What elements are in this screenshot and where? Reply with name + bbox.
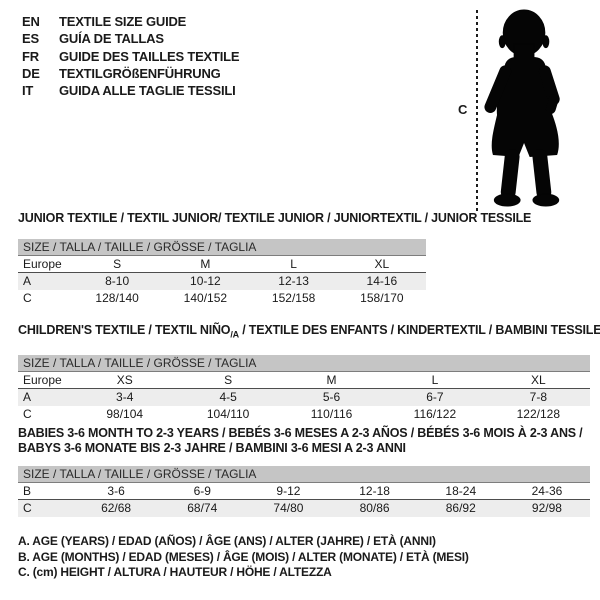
title-line-1: BABIES 3-6 MONTH TO 2-3 YEARS / BEBÉS 3-… (18, 426, 583, 440)
row-label: C (23, 501, 32, 515)
size-cell: L (431, 372, 439, 387)
childrens-textile-table: CHILDREN'S TEXTILE / TEXTIL NIÑO/A / TEX… (18, 323, 600, 423)
size-cell: 74/80 (273, 501, 304, 515)
size-cell: 3-4 (116, 389, 134, 404)
table-row: C 62/68 68/74 74/80 80/86 86/92 92/98 (18, 500, 590, 517)
size-cell: 7-8 (529, 389, 547, 404)
lang-label: TEXTILE SIZE GUIDE (59, 14, 187, 29)
row-label: A (23, 274, 32, 288)
size-cell: 158/170 (360, 291, 404, 305)
size-cell: 3-6 (107, 484, 125, 498)
lang-code: IT (22, 83, 34, 99)
lang-row-en: EN TEXTILE SIZE GUIDE (22, 13, 239, 30)
lang-row-de: DE TEXTILGRÖßENFÜHRUNG (22, 65, 239, 82)
size-cell: 18-24 (445, 484, 477, 498)
size-cell: 9-12 (276, 484, 301, 498)
lang-label: GUIDA ALLE TAGLIE TESSILI (59, 83, 236, 99)
size-header-bar: SIZE / TALLA / TAILLE / GRÖSSE / TAGLIA (18, 239, 426, 256)
lang-label: TEXTILGRÖßENFÜHRUNG (59, 65, 221, 81)
table-row: Europe S M L XL (18, 256, 426, 273)
size-cell: S (113, 257, 122, 271)
size-cell: 62/68 (101, 501, 132, 515)
row-label: Europe (23, 257, 62, 271)
size-header-bar: SIZE / TALLA / TAILLE / GRÖSSE / TAGLIA (18, 466, 590, 483)
size-cell: 14-16 (366, 274, 398, 288)
table-row: B 3-6 6-9 9-12 12-18 18-24 24-36 (18, 483, 590, 500)
size-cell: 6-9 (193, 484, 211, 498)
size-cell: 110/116 (310, 406, 353, 421)
table-row: C 98/104 104/110 110/116 116/122 122/128 (18, 406, 590, 423)
row-label: C (23, 406, 32, 421)
size-cell: 12-13 (278, 274, 309, 288)
size-cell: M (200, 257, 211, 271)
height-measure-label: C (458, 102, 468, 117)
lang-code: EN (22, 14, 40, 29)
size-cell: L (290, 257, 297, 271)
size-cell: 8-10 (105, 274, 130, 288)
size-cell: 5-6 (322, 389, 341, 404)
row-label: A (23, 389, 32, 404)
note-age-years: A. AGE (YEARS) / EDAD (AÑOS) / ÂGE (ANS)… (18, 534, 436, 548)
lang-row-fr: FR GUIDE DES TAILLES TEXTILE (22, 48, 240, 65)
note-height: C. (cm) HEIGHT / ALTURA / HAUTEUR / HÖHE… (18, 565, 332, 579)
legend-notes: A. AGE (YEARS) / EDAD (AÑOS) / ÂGE (ANS)… (18, 534, 469, 581)
table-title: BABIES 3-6 MONTH TO 2-3 YEARS / BEBÉS 3-… (18, 426, 590, 456)
size-cell: XS (116, 372, 133, 387)
size-cell: 98/104 (106, 406, 144, 421)
lang-code: ES (22, 31, 39, 47)
table-title: JUNIOR TEXTILE / TEXTIL JUNIOR/ TEXTILE … (18, 211, 532, 225)
table-title: CHILDREN'S TEXTILE / TEXTIL NIÑO/A / TEX… (18, 323, 600, 343)
size-cell: S (224, 372, 233, 387)
table-row: Europe XS S M L XL (18, 372, 590, 389)
size-cell: 140/152 (183, 291, 228, 305)
size-cell: M (326, 372, 337, 387)
size-cell: 86/92 (445, 501, 476, 515)
size-cell: 92/98 (531, 501, 562, 515)
table-row: A 3-4 4-5 5-6 6-7 7-8 (18, 388, 590, 406)
size-cell: 104/110 (206, 406, 250, 421)
size-cell: 10-12 (190, 274, 221, 288)
row-label: B (23, 484, 32, 498)
size-cell: 80/86 (359, 501, 390, 515)
size-cell: 12-18 (359, 484, 390, 498)
title-part: CHILDREN'S TEXTILE / TEXTIL NIÑO (18, 323, 231, 337)
row-label: C (23, 291, 32, 305)
size-cell: 68/74 (187, 501, 218, 515)
size-cell: 122/128 (516, 406, 561, 421)
language-guide-list: EN TEXTILE SIZE GUIDE ES GUÍA DE TALLAS … (22, 13, 240, 99)
row-label: Europe (23, 372, 62, 387)
note-age-months: B. AGE (MONTHS) / EDAD (MESES) / ÂGE (MO… (18, 549, 469, 564)
babies-textile-table: BABIES 3-6 MONTH TO 2-3 YEARS / BEBÉS 3-… (18, 426, 590, 517)
lang-label: GUIDE DES TAILLES TEXTILE (59, 48, 240, 64)
size-header-bar: SIZE / TALLA / TAILLE / GRÖSSE / TAGLIA (18, 354, 590, 372)
lang-label: GUÍA DE TALLAS (59, 31, 164, 47)
size-cell: 4-5 (219, 389, 237, 404)
title-line-2: BABYS 3-6 MONATE BIS 2-3 JAHRE / BAMBINI… (18, 441, 406, 455)
table-row: C 128/140 140/152 152/158 158/170 (18, 290, 426, 307)
size-cell: 6-7 (426, 389, 444, 404)
junior-textile-table: JUNIOR TEXTILE / TEXTIL JUNIOR/ TEXTILE … (18, 211, 532, 307)
size-cell: 24-36 (531, 484, 563, 498)
size-cell: 128/140 (95, 291, 139, 305)
height-measure-figure: C (450, 4, 590, 216)
table-row: A 8-10 10-12 12-13 14-16 (18, 273, 426, 290)
lang-row-it: IT GUIDA ALLE TAGLIE TESSILI (22, 82, 239, 99)
size-cell: XL (530, 372, 546, 387)
lang-code: FR (22, 48, 39, 64)
lang-row-es: ES GUÍA DE TALLAS (22, 30, 239, 47)
baby-silhouette-icon (484, 9, 560, 207)
lang-code: DE (22, 65, 40, 81)
height-dotted-line (476, 10, 478, 211)
size-cell: XL (374, 257, 390, 271)
size-cell: 116/122 (413, 406, 457, 421)
title-subscript: /A (230, 329, 239, 340)
title-part: / TEXTILE DES ENFANTS / KINDERTEXTIL / B… (238, 323, 600, 337)
size-cell: 152/158 (271, 291, 316, 305)
